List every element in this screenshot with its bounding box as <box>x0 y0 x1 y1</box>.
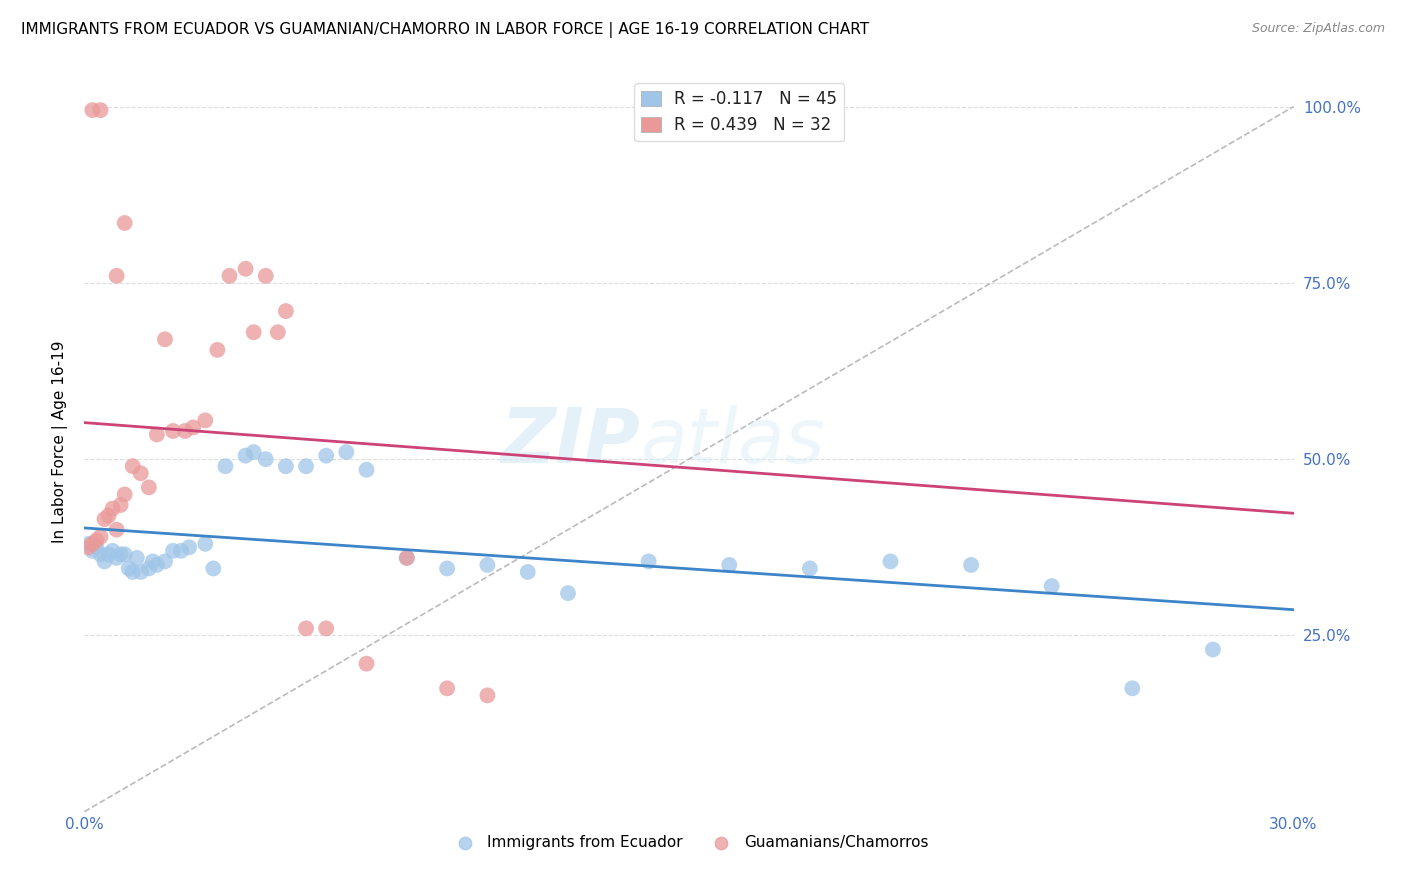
Point <box>153 332 176 346</box>
Point <box>557 586 579 600</box>
Point <box>89 103 111 117</box>
Point <box>267 325 290 339</box>
Point <box>97 508 120 523</box>
Point <box>194 537 217 551</box>
Point <box>89 530 111 544</box>
Point <box>170 544 193 558</box>
Point <box>1202 642 1225 657</box>
Point <box>395 550 418 565</box>
Point <box>356 463 378 477</box>
Point <box>179 541 201 555</box>
Point <box>138 561 160 575</box>
Point <box>436 561 458 575</box>
Point <box>118 561 141 575</box>
Point <box>105 523 128 537</box>
Point <box>125 550 148 565</box>
Point <box>97 547 120 561</box>
Point <box>477 558 499 572</box>
Point <box>121 459 143 474</box>
Point <box>138 480 160 494</box>
Point <box>194 413 217 427</box>
Point <box>121 565 143 579</box>
Point <box>335 445 357 459</box>
Point <box>162 544 184 558</box>
Point <box>274 304 297 318</box>
Point <box>93 512 115 526</box>
Point <box>214 459 236 474</box>
Point <box>82 103 104 117</box>
Point <box>395 550 418 565</box>
Point <box>162 424 184 438</box>
Point <box>202 561 225 575</box>
Point <box>146 427 169 442</box>
Point <box>101 544 124 558</box>
Point <box>207 343 229 357</box>
Point <box>879 554 901 568</box>
Point <box>93 554 115 568</box>
Point <box>436 681 458 696</box>
Point <box>110 498 132 512</box>
Point <box>146 558 169 572</box>
Point <box>86 533 108 548</box>
Point <box>114 547 136 561</box>
Point <box>77 541 100 555</box>
Text: atlas: atlas <box>641 405 825 478</box>
Point <box>129 565 152 579</box>
Point <box>242 445 264 459</box>
Point <box>960 558 983 572</box>
Point <box>235 449 257 463</box>
Text: Source: ZipAtlas.com: Source: ZipAtlas.com <box>1251 22 1385 36</box>
Point <box>153 554 176 568</box>
Point <box>356 657 378 671</box>
Point <box>1121 681 1143 696</box>
Point <box>101 501 124 516</box>
Point <box>181 420 204 434</box>
Point <box>315 449 337 463</box>
Text: IMMIGRANTS FROM ECUADOR VS GUAMANIAN/CHAMORRO IN LABOR FORCE | AGE 16-19 CORRELA: IMMIGRANTS FROM ECUADOR VS GUAMANIAN/CHA… <box>21 22 869 38</box>
Point <box>142 554 165 568</box>
Point <box>129 467 152 481</box>
Point <box>1040 579 1063 593</box>
Point <box>235 261 257 276</box>
Point <box>295 621 318 635</box>
Point <box>86 541 108 555</box>
Point <box>82 544 104 558</box>
Point <box>174 424 197 438</box>
Point <box>637 554 659 568</box>
Point <box>89 547 111 561</box>
Point <box>114 487 136 501</box>
Point <box>105 268 128 283</box>
Point <box>274 459 297 474</box>
Point <box>718 558 741 572</box>
Point <box>105 550 128 565</box>
Point <box>678 103 700 117</box>
Point <box>477 689 499 703</box>
Point <box>799 561 821 575</box>
Point <box>254 452 277 467</box>
Point <box>110 547 132 561</box>
Legend: Immigrants from Ecuador, Guamanians/Chamorros: Immigrants from Ecuador, Guamanians/Cham… <box>443 829 935 856</box>
Point <box>516 565 538 579</box>
Point <box>242 325 264 339</box>
Point <box>114 216 136 230</box>
Point <box>254 268 277 283</box>
Point <box>315 621 337 635</box>
Point <box>77 537 100 551</box>
Text: ZIP: ZIP <box>501 405 641 478</box>
Y-axis label: In Labor Force | Age 16-19: In Labor Force | Age 16-19 <box>52 340 69 543</box>
Point <box>295 459 318 474</box>
Point <box>82 537 104 551</box>
Point <box>218 268 240 283</box>
